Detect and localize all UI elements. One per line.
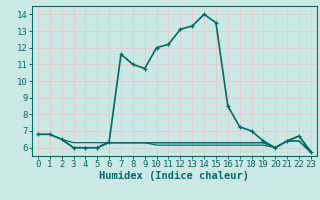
X-axis label: Humidex (Indice chaleur): Humidex (Indice chaleur) xyxy=(100,171,249,181)
